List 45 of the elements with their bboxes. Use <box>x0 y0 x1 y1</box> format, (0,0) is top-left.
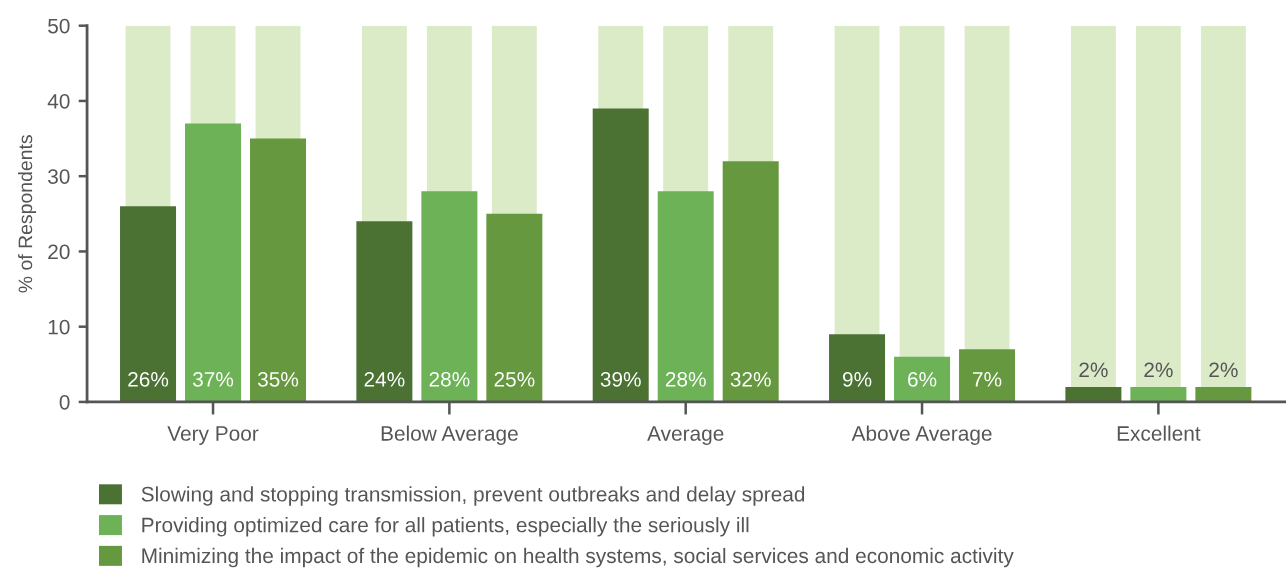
data-label: 9% <box>842 371 872 387</box>
data-label: 2% <box>1144 362 1173 378</box>
bar <box>1065 386 1122 402</box>
data-label: 32% <box>730 371 771 387</box>
bar <box>250 138 307 402</box>
x-tick-label: Excellent <box>1117 425 1201 441</box>
bar <box>486 213 543 402</box>
x-tick-label: Average <box>647 426 724 445</box>
bar <box>120 206 177 402</box>
data-label: 6% <box>908 371 937 387</box>
bar <box>1130 386 1187 402</box>
bar <box>894 356 951 402</box>
data-label: 2% <box>1079 362 1108 378</box>
bar <box>722 161 779 402</box>
data-label: 24% <box>364 371 405 387</box>
legend-label: Slowing and stopping transmission, prevent outbreaks and delay spread <box>141 486 805 506</box>
x-tick-label: Below Average <box>381 425 518 445</box>
y-axis-title: % of Respondents <box>17 135 37 293</box>
x-tick-label: Above Average <box>851 425 992 445</box>
bar <box>1195 386 1252 402</box>
data-label: 7% <box>973 372 1002 387</box>
y-tick-label: 10 <box>48 319 70 335</box>
data-label: 39% <box>600 371 641 387</box>
bar <box>185 123 242 402</box>
y-tick-label: 30 <box>48 169 70 184</box>
y-tick-label: 40 <box>47 93 70 109</box>
bar <box>829 334 886 402</box>
bar <box>959 349 1016 402</box>
bar <box>657 191 714 402</box>
data-label: 2% <box>1209 362 1238 378</box>
data-label: 25% <box>494 371 535 387</box>
legend-label: Providing optimized care for all patients, especially the seriously ill <box>142 517 749 537</box>
bar <box>592 108 649 402</box>
y-tick-label: 20 <box>48 244 70 260</box>
data-label: 26% <box>128 371 169 387</box>
x-tick-label: Very Poor <box>167 426 259 445</box>
data-label: 28% <box>429 371 470 387</box>
bar <box>421 191 478 402</box>
y-tick-label: 50 <box>48 18 70 34</box>
data-label: 28% <box>665 371 706 387</box>
legend-label: Minimizing the impact of the epidemic on health systems, social services and economic activity <box>142 547 1014 568</box>
bar <box>356 221 413 402</box>
data-label: 35% <box>257 371 299 387</box>
data-label: 37% <box>192 371 234 387</box>
y-tick-label: 0 <box>59 394 70 410</box>
